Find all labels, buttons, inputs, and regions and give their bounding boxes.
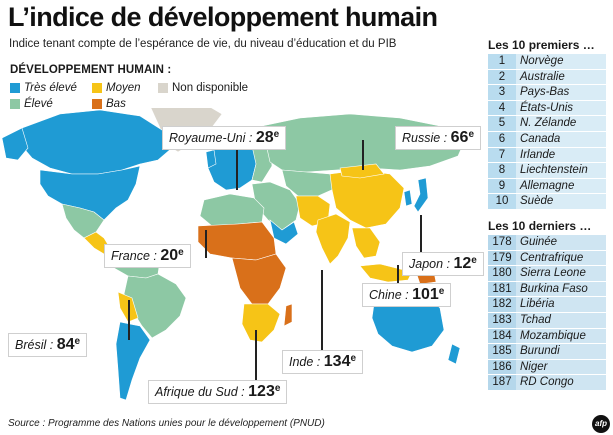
legend-title: DÉVELOPPEMENT HUMAIN : <box>10 64 172 76</box>
mongolia-region <box>339 163 385 179</box>
callout-bresil: Brésil : 84e <box>8 333 88 358</box>
sahel-region <box>197 221 277 261</box>
japan-region <box>413 177 429 213</box>
leader-line <box>205 230 207 258</box>
legend-swatch <box>10 83 20 93</box>
legend-label: Moyen <box>106 82 141 94</box>
leader-line <box>397 265 399 287</box>
leader-line <box>321 270 323 350</box>
bottom10-row: 179 Centrafrique <box>488 250 606 267</box>
legend-label: Bas <box>106 98 126 110</box>
top10-row: 9 Allemagne <box>488 178 606 195</box>
source-note: Source : Programme des Nations unies pou… <box>8 418 325 429</box>
top10-row: 2 Australie <box>488 69 606 86</box>
southern-africa-region <box>241 303 281 343</box>
legend-label: Élevé <box>24 98 53 110</box>
callout-france: France : 20e <box>104 244 191 269</box>
callout-chine: Chine : 101e <box>362 283 452 308</box>
top10-row: 3 Pays-Bas <box>488 85 606 101</box>
bottom10-row: 178 Guinée <box>488 234 606 251</box>
central-asia-region <box>281 169 337 197</box>
bottom10-heading: Les 10 derniers … <box>488 218 592 233</box>
world-map <box>1 108 467 401</box>
bottom10-row: 180 Sierra Leone <box>488 266 606 282</box>
bottom10-row: 184 Mozambique <box>488 328 606 345</box>
legend-swatch <box>92 99 102 109</box>
top10-row: 5 N. Zélande <box>488 116 606 132</box>
legend-swatch <box>158 83 168 93</box>
bottom10-row: 181 Burkina Faso <box>488 281 606 298</box>
legend-item-bas: Bas <box>92 98 126 110</box>
top10-row: 6 Canada <box>488 131 606 148</box>
legend-label: Très élevé <box>24 82 77 94</box>
bottom10-row: 183 Tchad <box>488 312 606 329</box>
panel-gap <box>488 210 606 217</box>
top10-row: 7 Irlande <box>488 147 606 164</box>
legend-item-eleve: Élevé <box>10 98 53 110</box>
leader-line <box>255 330 257 380</box>
callout-inde: Inde : 134e <box>282 350 364 375</box>
callout-royaume-uni: Royaume-Uni : 28e <box>162 126 287 151</box>
uk-region <box>205 149 217 169</box>
top10-row: 4 États-Unis <box>488 100 606 117</box>
bottom10-row: 185 Burundi <box>488 344 606 360</box>
top10-row: 1 Norvège <box>488 54 606 70</box>
bottom10-row: 187 RD Congo <box>488 375 606 391</box>
leader-line <box>128 300 130 340</box>
bottom10-row: 182 Libéria <box>488 297 606 313</box>
usa-region <box>39 165 141 221</box>
leader-line <box>420 215 422 257</box>
southern-cone-region <box>115 321 151 401</box>
callout-japon: Japon : 12e <box>402 252 484 277</box>
callout-afrique-du-sud: Afrique du Sud : 123e <box>148 380 288 405</box>
southeast-asia-region <box>351 227 381 259</box>
madagascar-region <box>283 303 293 327</box>
central-africa-region <box>231 253 287 305</box>
alaska-region <box>1 127 29 161</box>
canada-region <box>19 109 173 175</box>
afp-logo: afp <box>592 415 610 433</box>
page-subtitle: Indice tenant compte de l’espérance de v… <box>9 38 397 50</box>
legend-item-moyen: Moyen <box>92 82 141 94</box>
india-region <box>315 213 351 265</box>
bottom10-row: 186 Niger <box>488 359 606 376</box>
top10-heading: Les 10 premiers … <box>488 38 595 52</box>
legend-swatch <box>10 99 20 109</box>
leader-line <box>236 140 238 190</box>
page-title: L’indice de développement humain <box>8 2 438 32</box>
korea-region <box>403 189 413 207</box>
top10-row: 10 Suède <box>488 194 606 210</box>
leader-line <box>362 140 364 170</box>
callout-russie: Russie : 66e <box>395 126 481 151</box>
north-africa-region <box>199 193 265 227</box>
legend-swatch <box>92 83 102 93</box>
top10-row: 8 Liechtenstein <box>488 163 606 179</box>
new-zealand-region <box>447 343 461 365</box>
legend-item-tres-eleve: Très élevé <box>10 82 77 94</box>
legend-label: Non disponible <box>172 82 249 94</box>
legend-item-non-disponible: Non disponible <box>158 82 248 94</box>
